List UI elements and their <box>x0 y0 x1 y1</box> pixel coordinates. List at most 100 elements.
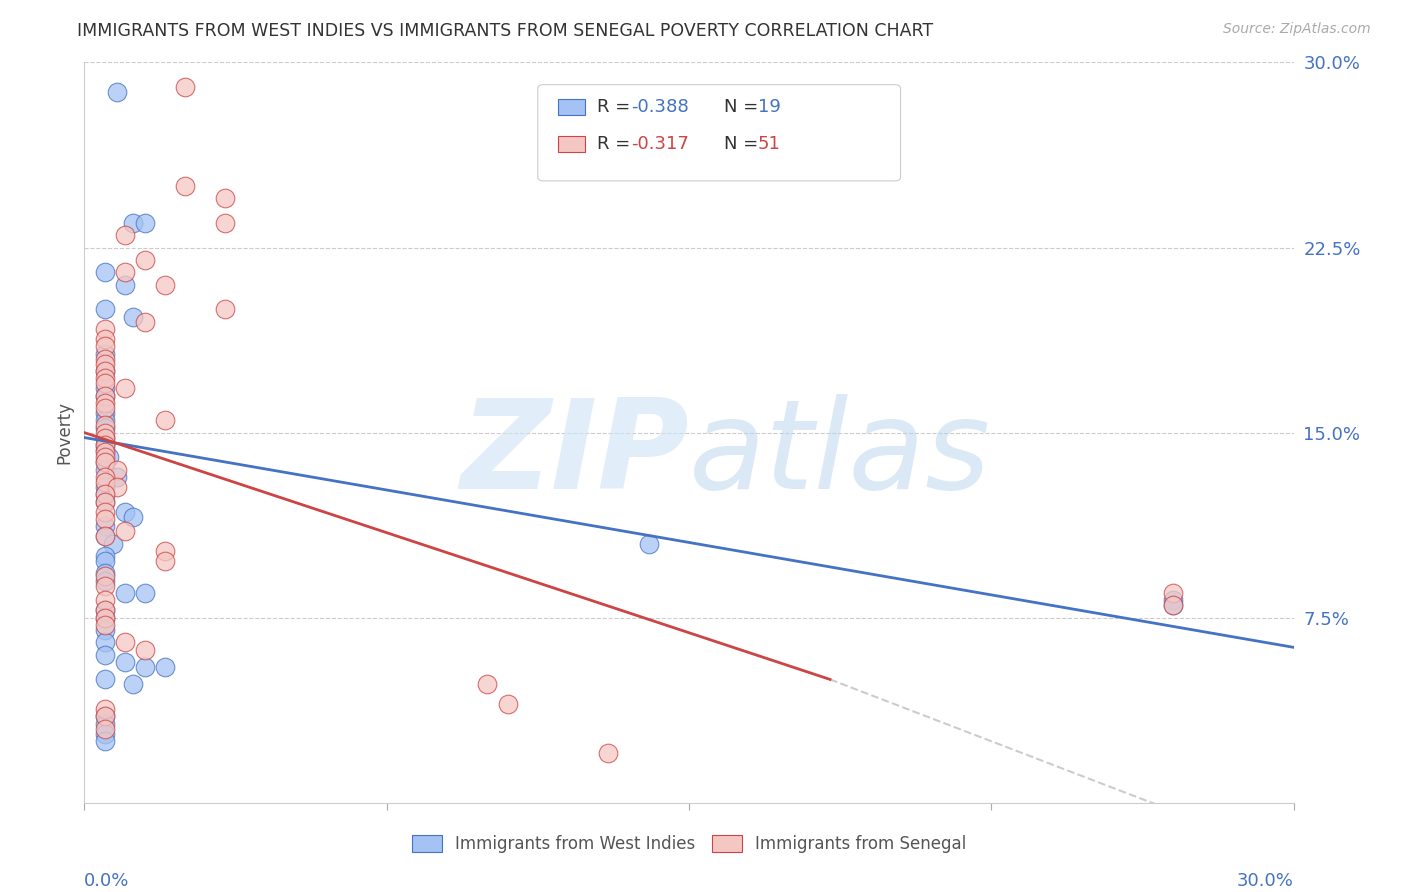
Text: 0.0%: 0.0% <box>84 871 129 890</box>
Point <box>93 487 115 501</box>
Point <box>174 80 197 95</box>
Point <box>93 727 115 741</box>
Point <box>93 431 115 445</box>
Point <box>93 388 115 402</box>
Y-axis label: Poverty: Poverty <box>55 401 73 464</box>
Point <box>93 406 115 420</box>
Point <box>496 697 519 711</box>
Point <box>105 85 128 99</box>
Point <box>93 648 115 662</box>
Point <box>93 610 115 624</box>
Point <box>93 519 115 533</box>
Point <box>114 277 136 292</box>
Point <box>93 603 115 617</box>
Point <box>121 677 143 691</box>
Point <box>93 470 115 484</box>
Point <box>598 747 620 761</box>
Point <box>93 494 115 508</box>
Point <box>93 603 115 617</box>
Point <box>93 450 115 465</box>
Point <box>93 487 115 501</box>
Point <box>93 709 115 723</box>
Text: ZIP: ZIP <box>460 394 689 516</box>
Point <box>93 401 115 415</box>
Point <box>93 339 115 353</box>
Point <box>93 549 115 563</box>
Point <box>93 722 115 736</box>
Point <box>93 709 115 723</box>
Point <box>93 593 115 607</box>
Point <box>93 442 115 457</box>
Point <box>134 642 156 657</box>
Point <box>93 381 115 395</box>
Text: -0.388: -0.388 <box>631 98 689 116</box>
Point <box>105 462 128 476</box>
Point <box>93 566 115 581</box>
Bar <box>558 136 585 152</box>
Point <box>1161 593 1184 607</box>
Point <box>93 302 115 317</box>
Point <box>93 425 115 440</box>
Point <box>114 505 136 519</box>
Point <box>93 418 115 433</box>
Point <box>214 216 236 230</box>
Point <box>93 494 115 508</box>
Point <box>114 635 136 649</box>
Point <box>93 346 115 360</box>
Text: 51: 51 <box>758 135 780 153</box>
Point <box>93 475 115 489</box>
Point <box>93 265 115 279</box>
Point <box>93 364 115 378</box>
Point <box>93 413 115 427</box>
Point <box>93 505 115 519</box>
Point <box>93 396 115 410</box>
Point <box>101 536 124 550</box>
Point <box>153 554 176 568</box>
Point <box>114 381 136 395</box>
Legend: Immigrants from West Indies, Immigrants from Senegal: Immigrants from West Indies, Immigrants … <box>404 826 974 861</box>
Point <box>114 265 136 279</box>
Text: N =: N = <box>724 135 763 153</box>
Point <box>134 314 156 328</box>
Point <box>121 509 143 524</box>
Point <box>93 554 115 568</box>
Point <box>93 574 115 588</box>
Point <box>134 216 156 230</box>
Text: R =: R = <box>598 98 636 116</box>
Text: R =: R = <box>598 135 636 153</box>
Point <box>1161 599 1184 613</box>
Point <box>153 413 176 427</box>
Text: 19: 19 <box>758 98 780 116</box>
Point <box>134 586 156 600</box>
Point <box>93 431 115 445</box>
Point <box>477 677 499 691</box>
Point <box>93 371 115 385</box>
Point <box>114 586 136 600</box>
Text: IMMIGRANTS FROM WEST INDIES VS IMMIGRANTS FROM SENEGAL POVERTY CORRELATION CHART: IMMIGRANTS FROM WEST INDIES VS IMMIGRANT… <box>77 22 934 40</box>
Point <box>114 655 136 669</box>
Point <box>93 455 115 469</box>
Point <box>93 438 115 452</box>
Point <box>214 302 236 317</box>
Point <box>93 388 115 402</box>
Point <box>93 420 115 434</box>
Point <box>1161 599 1184 613</box>
Text: -0.317: -0.317 <box>631 135 689 153</box>
Point <box>134 660 156 674</box>
Text: atlas: atlas <box>689 394 991 516</box>
Point <box>153 277 176 292</box>
Text: Source: ZipAtlas.com: Source: ZipAtlas.com <box>1223 22 1371 37</box>
Point <box>93 462 115 476</box>
Point <box>93 529 115 543</box>
Point <box>114 228 136 243</box>
Point <box>153 544 176 558</box>
Point <box>93 351 115 366</box>
Point <box>93 529 115 543</box>
Point <box>174 178 197 193</box>
Point <box>153 660 176 674</box>
Point <box>93 357 115 371</box>
FancyBboxPatch shape <box>538 85 901 181</box>
Point <box>93 673 115 687</box>
Point <box>93 716 115 731</box>
Point <box>93 364 115 378</box>
